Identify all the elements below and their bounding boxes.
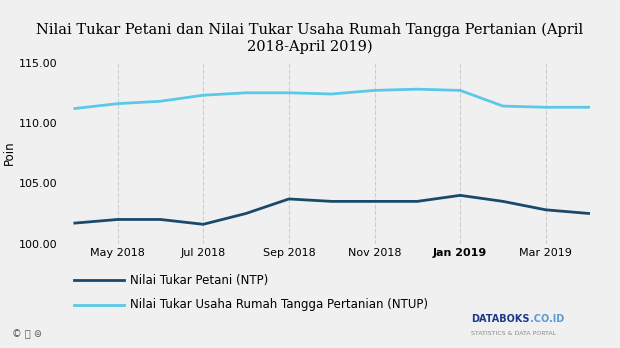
Nilai Tukar Petani (NTP) xyxy=(456,193,464,197)
Nilai Tukar Usaha Rumah Tangga Pertanian (NTUP) xyxy=(456,88,464,93)
Nilai Tukar Petani (NTP) xyxy=(499,199,507,204)
Nilai Tukar Petani (NTP) xyxy=(157,218,164,222)
Nilai Tukar Usaha Rumah Tangga Pertanian (NTUP) xyxy=(542,105,549,109)
Line: Nilai Tukar Usaha Rumah Tangga Pertanian (NTUP): Nilai Tukar Usaha Rumah Tangga Pertanian… xyxy=(75,89,588,109)
Text: Nilai Tukar Petani (NTP): Nilai Tukar Petani (NTP) xyxy=(130,274,268,287)
Nilai Tukar Petani (NTP) xyxy=(371,199,378,204)
Nilai Tukar Usaha Rumah Tangga Pertanian (NTUP) xyxy=(200,93,207,97)
Y-axis label: Poin: Poin xyxy=(2,141,16,165)
Nilai Tukar Petani (NTP) xyxy=(114,218,122,222)
Nilai Tukar Usaha Rumah Tangga Pertanian (NTUP) xyxy=(285,91,293,95)
Nilai Tukar Petani (NTP) xyxy=(414,199,421,204)
Nilai Tukar Usaha Rumah Tangga Pertanian (NTUP) xyxy=(371,88,378,93)
Nilai Tukar Petani (NTP) xyxy=(242,211,250,215)
Nilai Tukar Usaha Rumah Tangga Pertanian (NTUP) xyxy=(585,105,592,109)
Text: DATABOKS: DATABOKS xyxy=(471,314,529,324)
Nilai Tukar Usaha Rumah Tangga Pertanian (NTUP) xyxy=(114,102,122,106)
Nilai Tukar Usaha Rumah Tangga Pertanian (NTUP) xyxy=(414,87,421,91)
Nilai Tukar Petani (NTP) xyxy=(285,197,293,201)
Nilai Tukar Usaha Rumah Tangga Pertanian (NTUP) xyxy=(499,104,507,108)
Text: .CO.ID: .CO.ID xyxy=(530,314,564,324)
Nilai Tukar Petani (NTP) xyxy=(542,208,549,212)
Nilai Tukar Usaha Rumah Tangga Pertanian (NTUP) xyxy=(157,99,164,103)
Nilai Tukar Usaha Rumah Tangga Pertanian (NTUP) xyxy=(242,91,250,95)
Nilai Tukar Petani (NTP) xyxy=(71,221,79,225)
Text: STATISTICS & DATA PORTAL: STATISTICS & DATA PORTAL xyxy=(471,331,556,336)
Nilai Tukar Petani (NTP) xyxy=(200,222,207,227)
Text: Nilai Tukar Petani dan Nilai Tukar Usaha Rumah Tangga Pertanian (April
2018-Apri: Nilai Tukar Petani dan Nilai Tukar Usaha… xyxy=(37,23,583,54)
Nilai Tukar Usaha Rumah Tangga Pertanian (NTUP) xyxy=(328,92,335,96)
Nilai Tukar Petani (NTP) xyxy=(328,199,335,204)
Nilai Tukar Usaha Rumah Tangga Pertanian (NTUP) xyxy=(71,106,79,111)
Nilai Tukar Petani (NTP) xyxy=(585,211,592,215)
Text: Nilai Tukar Usaha Rumah Tangga Pertanian (NTUP): Nilai Tukar Usaha Rumah Tangga Pertanian… xyxy=(130,298,428,311)
Text: © ⓘ ⊜: © ⓘ ⊜ xyxy=(12,329,42,339)
Line: Nilai Tukar Petani (NTP): Nilai Tukar Petani (NTP) xyxy=(75,195,588,224)
